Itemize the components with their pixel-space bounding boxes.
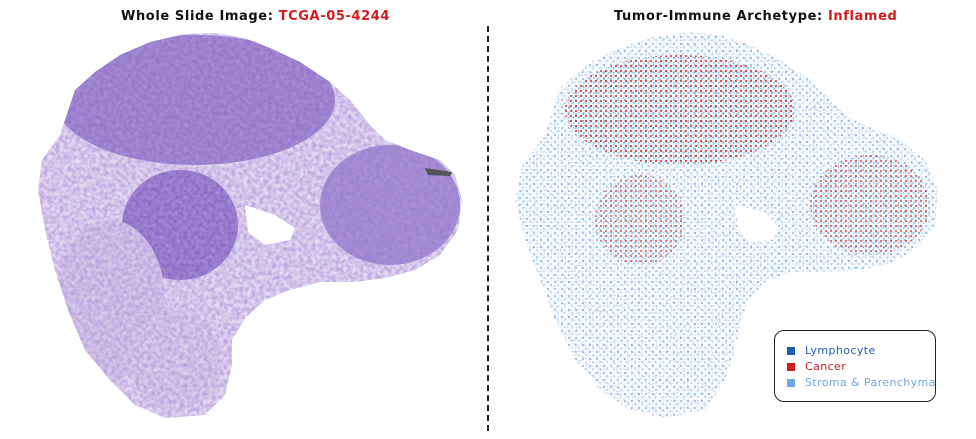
legend-item-cancer: Cancer xyxy=(787,360,846,373)
stroma-swatch xyxy=(787,378,795,387)
legend-label-lymphocyte: Lymphocyte xyxy=(805,344,876,357)
legend-label-stroma: Stroma & Parenchyma xyxy=(805,376,936,389)
panel-divider xyxy=(487,26,489,431)
legend-label-cancer: Cancer xyxy=(805,360,847,373)
legend-item-stroma: Stroma & Parenchyma xyxy=(787,376,936,389)
wsi-title-prefix: Whole Slide Image: xyxy=(121,9,279,24)
archetype-title: Tumor-Immune Archetype: Inflamed xyxy=(614,9,897,24)
legend: Lymphocyte Cancer Stroma & Parenchyma xyxy=(774,330,936,402)
wsi-title: Whole Slide Image: TCGA-05-4244 xyxy=(121,9,390,24)
legend-item-lymphocyte: Lymphocyte xyxy=(787,344,876,357)
lymphocyte-swatch xyxy=(787,346,795,355)
whole-slide-image xyxy=(38,33,462,418)
wsi-slide-id: TCGA-05-4244 xyxy=(278,9,391,24)
archetype-label: Inflamed xyxy=(827,9,898,24)
cancer-swatch xyxy=(787,362,795,371)
archetype-title-prefix: Tumor-Immune Archetype: xyxy=(614,9,828,24)
